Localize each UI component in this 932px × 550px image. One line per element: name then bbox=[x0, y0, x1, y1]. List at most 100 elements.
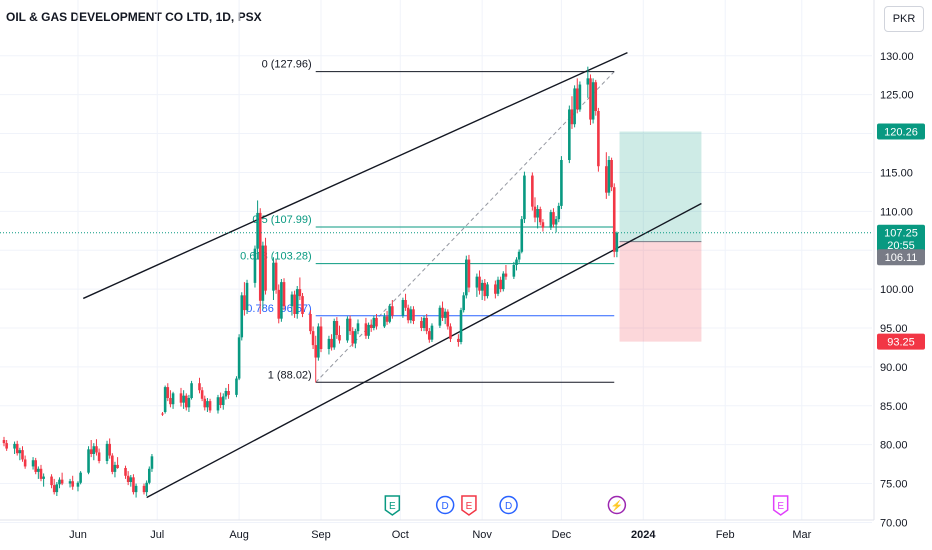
candle-body bbox=[219, 397, 222, 405]
candle-body bbox=[531, 175, 534, 207]
candle-body bbox=[570, 109, 574, 125]
candle-body bbox=[243, 295, 246, 311]
candle-body bbox=[538, 209, 542, 223]
candle-body bbox=[351, 331, 355, 344]
price-tick-label: 100.00 bbox=[880, 284, 914, 296]
candle-body bbox=[486, 284, 489, 297]
candle-body bbox=[597, 111, 600, 167]
candle-body bbox=[301, 296, 304, 314]
candle-body bbox=[184, 395, 188, 408]
time-tick-label: Nov bbox=[472, 529, 492, 541]
candle-body bbox=[594, 82, 598, 111]
candle-body bbox=[142, 485, 146, 493]
candle-body bbox=[187, 398, 191, 408]
candle-body bbox=[409, 309, 413, 321]
candle-body bbox=[446, 311, 450, 327]
event-marker bbox=[607, 495, 627, 515]
candle-body bbox=[221, 396, 225, 405]
events[interactable]: E D E D ⚡ E bbox=[384, 495, 789, 516]
price-tick-label: 125.00 bbox=[880, 90, 914, 102]
candle-body bbox=[332, 321, 336, 348]
candle-body bbox=[253, 248, 257, 283]
candle-body bbox=[126, 475, 130, 482]
candle-body bbox=[87, 449, 90, 473]
price-badge-label: 93.25 bbox=[887, 337, 915, 349]
price-tick-label: 90.00 bbox=[880, 362, 908, 374]
candle-body bbox=[499, 279, 502, 290]
price-tick-label: 80.00 bbox=[880, 440, 908, 452]
candle-body bbox=[501, 273, 505, 290]
candle-body bbox=[34, 460, 38, 472]
event-marker bbox=[772, 495, 789, 516]
candle-body bbox=[494, 284, 497, 294]
price-badge bbox=[877, 236, 925, 253]
time-tick-label: Jul bbox=[150, 529, 164, 541]
candle-body bbox=[37, 468, 40, 472]
candles bbox=[2, 66, 619, 498]
candle-body bbox=[462, 295, 465, 311]
event-label: E bbox=[466, 501, 473, 512]
price-tick-label: 130.00 bbox=[880, 51, 914, 63]
currency-button[interactable]: PKR bbox=[884, 6, 924, 32]
candle-body bbox=[575, 88, 579, 110]
price-badge-label: 20:55 bbox=[887, 240, 915, 252]
candle-body bbox=[496, 279, 500, 294]
time-tick-label: Feb bbox=[716, 529, 735, 541]
candle-body bbox=[111, 455, 114, 472]
event-label: E bbox=[389, 501, 396, 512]
candle-body bbox=[280, 282, 283, 319]
candle-body bbox=[552, 212, 555, 225]
candle-body bbox=[605, 166, 608, 193]
candle-body bbox=[459, 310, 463, 342]
candle-body bbox=[42, 476, 45, 479]
candle-body bbox=[420, 321, 423, 328]
candle-body bbox=[457, 338, 460, 342]
candle-body bbox=[161, 413, 164, 415]
candle-body bbox=[150, 456, 154, 469]
trend-channel[interactable] bbox=[82, 52, 702, 499]
candle-body bbox=[578, 84, 582, 110]
candle-body bbox=[277, 289, 281, 319]
candle-body bbox=[60, 479, 64, 484]
candle-body bbox=[256, 212, 259, 249]
candle-body bbox=[428, 331, 431, 340]
candle-body bbox=[372, 317, 376, 328]
event-marker bbox=[384, 495, 401, 516]
candle-body bbox=[515, 259, 518, 265]
candle-body bbox=[533, 206, 537, 218]
candle-body bbox=[39, 468, 43, 479]
candle-body bbox=[134, 485, 138, 493]
event-label: D bbox=[442, 501, 449, 512]
candle-body bbox=[295, 289, 299, 314]
time-tick-label: Sep bbox=[311, 529, 331, 541]
candle-body bbox=[560, 160, 563, 206]
candle-body bbox=[206, 401, 209, 408]
position-tool[interactable] bbox=[619, 131, 702, 342]
candle-body bbox=[346, 318, 349, 341]
candle-body bbox=[610, 160, 613, 188]
candle-body bbox=[216, 397, 220, 411]
candle-body bbox=[430, 325, 434, 340]
candle-body bbox=[314, 345, 318, 358]
candle-body bbox=[235, 378, 238, 395]
candle-body bbox=[441, 307, 444, 318]
candle-body bbox=[124, 468, 127, 476]
time-axis[interactable]: Jun Jul Aug Sep Oct Nov Dec 2024 Feb Mar bbox=[0, 519, 874, 541]
candle-body bbox=[465, 259, 468, 296]
candle-body bbox=[68, 481, 72, 484]
candle-body bbox=[391, 306, 394, 316]
price-badge bbox=[877, 249, 925, 266]
candle-body bbox=[348, 318, 352, 332]
candle-body bbox=[58, 479, 61, 485]
price-badge-label: 106.11 bbox=[885, 252, 918, 264]
candle-body bbox=[169, 398, 172, 405]
candle-body bbox=[425, 317, 428, 332]
candle-body bbox=[163, 387, 167, 412]
candle-body bbox=[568, 109, 571, 160]
candle-body bbox=[264, 245, 267, 291]
candle-body bbox=[422, 317, 426, 328]
candle-body bbox=[330, 338, 333, 348]
fib-retracement[interactable]: 0 (127.96)0.5 (107.99)0.618 (103.28)0.78… bbox=[240, 59, 615, 383]
